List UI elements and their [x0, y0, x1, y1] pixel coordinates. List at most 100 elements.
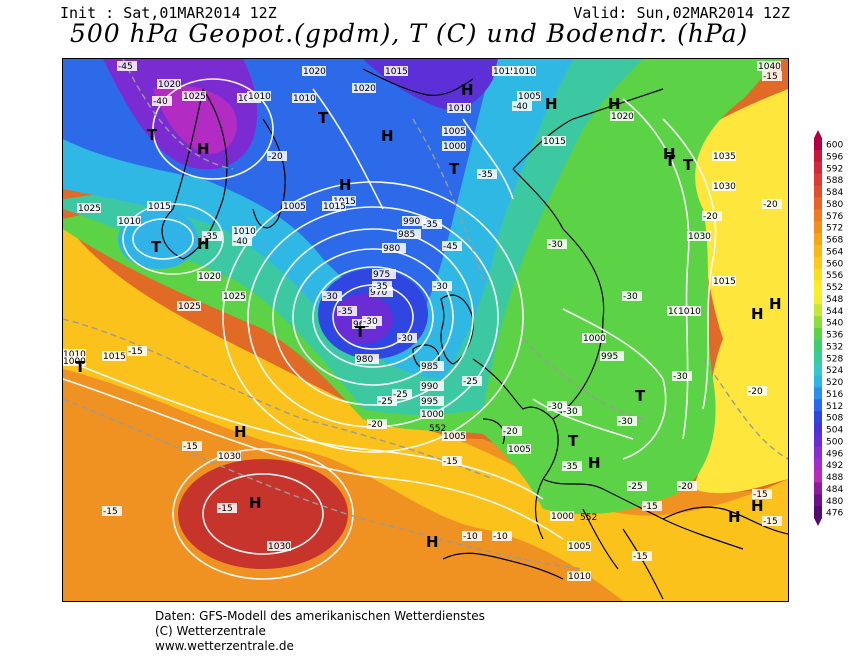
low-pressure-marker: T — [635, 387, 646, 405]
pressure-label: 1030 — [687, 231, 711, 242]
legend-swatch — [814, 363, 822, 376]
map-title: 500 hPa Geopot.(gpdm), T (C) und Bodendr… — [70, 19, 749, 48]
temperature-label: -20 — [702, 211, 722, 222]
legend-swatch — [814, 292, 822, 305]
temperature-label: -30 — [617, 416, 637, 427]
svg-text:-15: -15 — [753, 490, 768, 500]
svg-text:1010: 1010 — [293, 94, 316, 104]
svg-text:1015: 1015 — [323, 202, 346, 212]
svg-text:1020: 1020 — [353, 84, 376, 94]
svg-text:1005: 1005 — [518, 92, 541, 102]
temperature-label: -15 — [762, 516, 782, 527]
legend-value: 536 — [826, 331, 843, 341]
pressure-label: 1015 — [322, 201, 346, 212]
legend-swatch — [814, 280, 822, 293]
low-pressure-marker: T — [568, 432, 579, 450]
pressure-label: 985 — [420, 361, 444, 372]
svg-text:-35: -35 — [563, 462, 578, 472]
legend-swatch — [814, 375, 822, 388]
svg-text:1010: 1010 — [513, 67, 536, 77]
legend-value: 500 — [826, 437, 843, 447]
legend-swatch — [814, 316, 822, 329]
svg-text:-30: -30 — [563, 407, 578, 417]
legend-swatch — [814, 411, 822, 424]
weather-map: 1020 1010 1015 1020 1025 1010 1015 1010 1010 1005… — [62, 58, 789, 602]
svg-text:1030: 1030 — [713, 182, 736, 192]
svg-text:-30: -30 — [323, 292, 338, 302]
svg-text:-30: -30 — [673, 372, 688, 382]
svg-text:1030: 1030 — [268, 542, 291, 552]
legend-swatch — [814, 185, 822, 198]
temperature-label: -40 — [512, 101, 532, 112]
pressure-label: 1005 — [442, 126, 466, 137]
temperature-label: -10 — [462, 531, 482, 542]
legend-value: 480 — [826, 497, 843, 507]
temperature-label: -25 — [462, 376, 482, 387]
legend-value: 584 — [826, 188, 843, 198]
temperature-label: -15 — [182, 441, 202, 452]
svg-text:1005: 1005 — [443, 432, 466, 442]
legend-swatch — [814, 494, 822, 507]
high-pressure-marker: H — [339, 176, 352, 194]
legend-swatch — [814, 506, 822, 519]
field-magenta — [153, 85, 237, 154]
svg-text:1025: 1025 — [223, 292, 246, 302]
pressure-label: 1010 — [567, 571, 591, 582]
legend-swatch — [814, 482, 822, 495]
svg-text:-40: -40 — [513, 102, 528, 112]
svg-text:-10: -10 — [463, 532, 478, 542]
svg-text:985: 985 — [421, 362, 438, 372]
svg-text:-35: -35 — [478, 170, 493, 180]
legend-value: 488 — [826, 473, 843, 483]
legend-value: 588 — [826, 176, 843, 186]
pressure-label: 1005 — [442, 431, 466, 442]
low-pressure-marker: T — [75, 358, 86, 376]
pressure-label: 1010 — [63, 349, 86, 360]
height-value-label: 552 — [429, 424, 446, 434]
map-labels: 1020 1010 1015 1020 1025 1010 1015 1010 1010 1005… — [63, 61, 782, 582]
coastlines — [161, 68, 788, 600]
high-pressure-marker: H — [197, 235, 210, 253]
svg-text:1010: 1010 — [118, 217, 141, 227]
svg-text:1020: 1020 — [158, 80, 181, 90]
legend-value: 560 — [826, 259, 843, 269]
pressure-label: 1010 — [447, 103, 471, 114]
pressure-label: 1015 — [102, 351, 126, 362]
high-pressure-marker: H — [461, 81, 474, 99]
footer-website: www.wetterzentrale.de — [155, 639, 294, 653]
svg-text:-20: -20 — [268, 152, 283, 162]
legend-value: 512 — [826, 402, 843, 412]
svg-text:1000: 1000 — [421, 410, 444, 420]
high-pressure-marker: H — [751, 305, 764, 323]
footer-source: Daten: GFS-Modell des amerikanischen Wet… — [155, 609, 485, 623]
legend-value: 540 — [826, 319, 843, 329]
legend-value: 496 — [826, 449, 843, 459]
svg-text:-15: -15 — [183, 442, 198, 452]
svg-text:1035: 1035 — [713, 152, 736, 162]
temperature-label: -15 — [217, 503, 237, 514]
temperature-label: -15 — [642, 501, 662, 512]
pressure-label: 995 — [600, 351, 624, 362]
svg-text:-15: -15 — [128, 347, 143, 357]
temperature-label: -45 — [442, 241, 462, 252]
temperature-label: -35 — [422, 219, 442, 230]
pressure-label: 975 — [372, 269, 396, 280]
high-pressure-marker: H — [588, 454, 601, 472]
legend-arrow-up — [814, 130, 822, 138]
svg-text:990: 990 — [421, 382, 438, 392]
pressure-label: 1000 — [442, 141, 466, 152]
legend-value: 504 — [826, 426, 843, 436]
high-pressure-marker: H — [426, 533, 439, 551]
svg-text:-15: -15 — [103, 507, 118, 517]
temperature-label: -25 — [377, 396, 397, 407]
legend-value: 532 — [826, 342, 843, 352]
svg-text:-25: -25 — [628, 482, 643, 492]
init-time: Init : Sat,01MAR2014 12Z — [60, 4, 277, 22]
pressure-label: 1000 — [63, 356, 86, 367]
temperature-label: -30 — [547, 239, 567, 250]
svg-text:-30: -30 — [548, 402, 563, 412]
svg-text:1015: 1015 — [148, 202, 171, 212]
svg-text:985: 985 — [398, 230, 415, 240]
svg-text:1005: 1005 — [443, 127, 466, 137]
valid-time: Valid: Sun,02MAR2014 12Z — [573, 4, 790, 22]
